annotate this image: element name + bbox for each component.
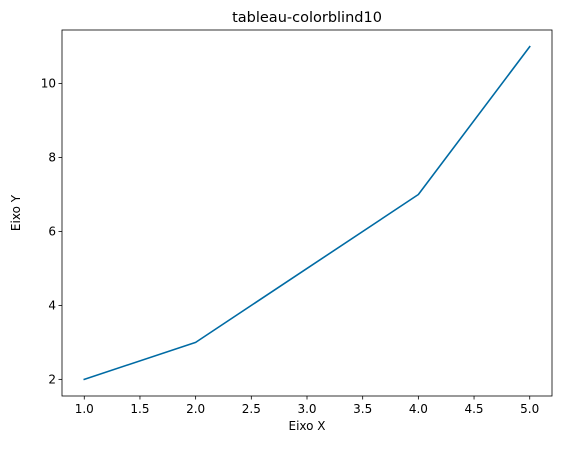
y-tick-label: 6 [48,224,56,238]
y-tick-label: 8 [48,151,56,165]
chart-title: tableau-colorblind10 [232,10,382,26]
x-tick-label: 4.0 [409,402,428,416]
x-tick-label: 3.5 [353,402,372,416]
y-tick-label: 10 [41,77,56,91]
x-tick-label: 4.5 [464,402,483,416]
x-tick-label: 1.0 [75,402,94,416]
series-line [83,45,531,381]
x-tick-label: 3.0 [297,402,316,416]
x-axis-label: Eixo X [288,419,325,433]
y-tick-label: 2 [48,372,56,386]
x-tick-label: 2.0 [186,402,205,416]
plot-area-frame [61,29,553,397]
y-axis-label: Eixo Y [9,194,23,231]
y-tick-label: 4 [48,298,56,312]
y-axis: 2 4 6 8 10 [41,77,62,386]
series-layer [83,45,531,381]
x-tick-label: 5.0 [520,402,539,416]
x-axis: 1.0 1.5 2.0 2.5 3.0 3.5 4.0 4.5 5.0 [75,396,539,416]
x-tick-label: 1.5 [130,402,149,416]
x-tick-label: 2.5 [242,402,261,416]
